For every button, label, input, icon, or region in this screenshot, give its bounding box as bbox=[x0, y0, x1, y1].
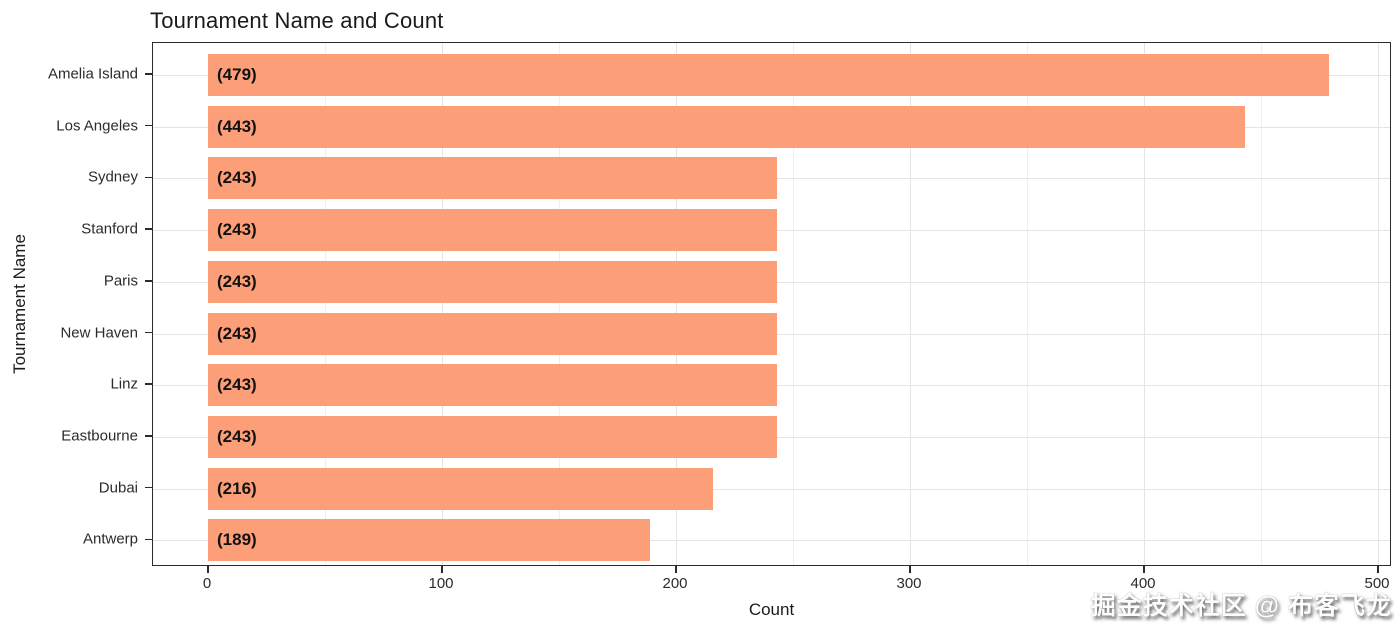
y-axis-tick bbox=[145, 280, 152, 282]
bar: (243) bbox=[208, 157, 777, 200]
y-tick-label: Los Angeles bbox=[56, 117, 138, 135]
bar-value-label: (243) bbox=[217, 426, 257, 446]
plot-panel: (479) (443) (243) (243) (243) (243) (243) (243)… bbox=[152, 42, 1391, 566]
x-axis-title: Count bbox=[748, 600, 795, 619]
x-tick-label: 100 bbox=[428, 575, 454, 592]
y-axis-tick bbox=[145, 486, 152, 489]
minor-gridline-vertical bbox=[1027, 43, 1028, 565]
y-tick-label: Linz bbox=[110, 375, 138, 393]
x-tick-label: 500 bbox=[1364, 575, 1390, 592]
y-tick-label: Antwerp bbox=[82, 530, 138, 548]
minor-gridline-vertical bbox=[325, 43, 326, 565]
bar-value-label: (243) bbox=[217, 271, 257, 291]
minor-gridline-vertical bbox=[1261, 43, 1262, 565]
watermark: 掘金技术社区 @ 布客飞龙 bbox=[1090, 592, 1392, 620]
y-axis-tick bbox=[145, 176, 152, 179]
bar: (443) bbox=[208, 105, 1245, 148]
bar: (216) bbox=[208, 467, 714, 510]
major-gridline-vertical bbox=[676, 43, 677, 565]
bar: (243) bbox=[208, 312, 777, 355]
y-axis-tick bbox=[145, 331, 152, 334]
x-axis-tick bbox=[207, 566, 209, 573]
x-tick-label: 0 bbox=[202, 575, 212, 592]
bar-value-label: (243) bbox=[217, 220, 257, 240]
chart-title: Tournament Name and Count bbox=[150, 8, 444, 33]
y-tick-label: New Haven bbox=[60, 324, 138, 341]
x-axis-tick bbox=[675, 566, 677, 573]
bar-value-label: (243) bbox=[217, 168, 257, 188]
x-axis-tick bbox=[441, 566, 443, 573]
y-tick-label: Stanford bbox=[81, 220, 138, 238]
bar: (243) bbox=[208, 260, 777, 303]
y-tick-label: Sydney bbox=[87, 168, 138, 186]
bar-value-label: (189) bbox=[217, 530, 257, 550]
y-axis-tick bbox=[145, 383, 152, 385]
x-axis-tick bbox=[909, 566, 911, 573]
y-tick-label: Eastbourne bbox=[61, 427, 138, 445]
major-gridline-vertical bbox=[910, 43, 911, 565]
major-gridline-vertical bbox=[442, 43, 443, 565]
y-axis-title: Tournament Name bbox=[10, 234, 29, 374]
y-axis-tick bbox=[145, 538, 152, 541]
y-tick-label: Paris bbox=[103, 272, 138, 290]
y-axis-tick bbox=[145, 124, 152, 127]
x-tick-label: 400 bbox=[1130, 575, 1156, 592]
minor-gridline-vertical bbox=[559, 43, 560, 565]
y-axis-tick bbox=[145, 228, 152, 230]
y-tick-label: Dubai bbox=[98, 479, 138, 497]
bar-value-label: (243) bbox=[217, 323, 257, 343]
bar: (243) bbox=[208, 209, 777, 252]
bar: (243) bbox=[208, 364, 777, 407]
major-gridline-horizontal bbox=[153, 488, 1390, 490]
bar: (189) bbox=[208, 519, 651, 562]
major-gridline-vertical bbox=[1378, 43, 1379, 565]
y-axis-tick bbox=[145, 73, 152, 75]
x-tick-label: 300 bbox=[896, 575, 922, 592]
bar-value-label: (443) bbox=[217, 116, 257, 136]
bar: (479) bbox=[208, 54, 1329, 96]
bar-value-label: (243) bbox=[217, 375, 257, 395]
x-tick-label: 200 bbox=[662, 575, 688, 592]
bar: (243) bbox=[208, 415, 777, 458]
y-axis-tick bbox=[145, 435, 152, 437]
major-gridline-vertical bbox=[1144, 43, 1145, 565]
major-gridline-horizontal bbox=[153, 540, 1390, 542]
minor-gridline-vertical bbox=[793, 43, 794, 565]
x-axis-tick bbox=[1377, 566, 1379, 573]
bar-value-label: (479) bbox=[217, 65, 257, 84]
x-axis-tick bbox=[1143, 566, 1145, 573]
y-tick-label: Amelia Island bbox=[47, 65, 138, 83]
bar-value-label: (216) bbox=[217, 478, 257, 498]
